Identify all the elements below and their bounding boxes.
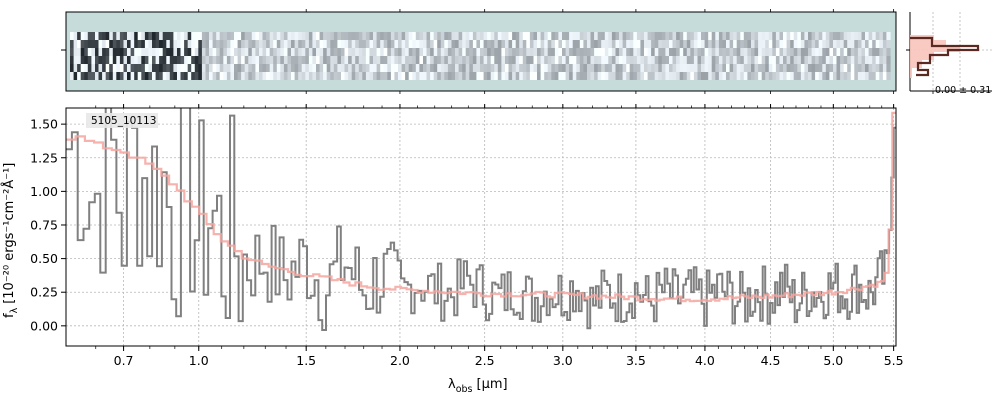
y-tick-label: 0.00 [30,318,58,333]
x-tick-label: 3.5 [626,353,646,368]
model-series-line [66,111,896,303]
profile-panel [906,12,992,94]
profile-data-line [910,36,980,77]
flux-series-line [66,108,896,331]
x-tick-label: 3.0 [553,353,573,368]
x-tick-label: 1.5 [296,353,316,368]
x-tick-label: 4.5 [761,353,781,368]
y-tick-label: 1.25 [30,150,58,165]
x-tick-label: 5.0 [823,353,843,368]
object-id-label: 5105_10113 [91,115,156,127]
object-id-background [86,113,158,128]
y-tick-label: 0.75 [30,217,58,232]
x-tick-label: 1.0 [189,353,209,368]
y-tick-label: 1.50 [30,117,58,132]
spectrum-2d-pixels [70,32,891,80]
y-tick-label: 0.50 [30,251,58,266]
y-tick-label: 0.25 [30,285,58,300]
spectrum-2d-panel [61,9,897,94]
profile-annotation: 0.00 ± 0.31 [935,85,991,96]
y-tick-label: 1.00 [30,184,58,199]
x-tick-label: 4.0 [695,353,715,368]
spectrum-1d-panel: 0.7 1.0 1.5 2.0 2.5 3.0 3.5 4.0 4.5 5.0 5.5 0.00 0.2… [30,104,904,368]
x-tick-label: 0.7 [114,353,134,368]
x-tick-label: 2.5 [475,353,495,368]
y-axis-label: fλ[10⁻²⁰ ergs⁻¹cm⁻²Å⁻¹] [1,163,20,318]
series-group [66,108,896,331]
spectrum-2d-frame [65,11,897,92]
x-tick-label: 2.0 [390,353,410,368]
x-tick-label: 5.5 [884,353,904,368]
x-axis-label: λobs [μm] [448,377,508,395]
profile-model-fill [910,35,960,78]
main-axes-frame [65,107,897,347]
